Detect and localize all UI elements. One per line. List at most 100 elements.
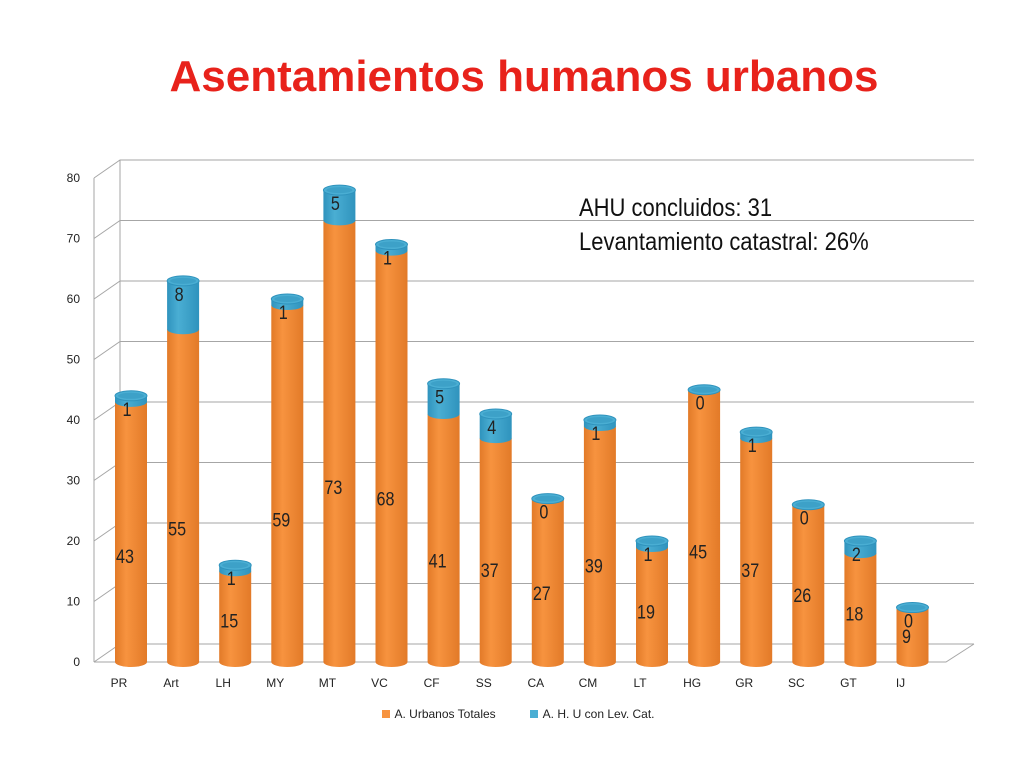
- bar-PR: [114, 390, 148, 667]
- data-label-series-1: 27: [533, 583, 551, 605]
- bar-segment-series-2: [323, 190, 356, 226]
- bar-segment-series-1: [323, 220, 356, 668]
- x-tick-label: CA: [527, 676, 544, 690]
- bar-GT: [843, 535, 877, 668]
- data-label-series-1: 59: [272, 509, 290, 531]
- y-tick-label: 40: [67, 413, 81, 427]
- y-tick-label: 30: [67, 474, 81, 488]
- gridline: [93, 341, 974, 360]
- x-tick-label: VC: [371, 676, 388, 690]
- data-label-series-2: 1: [644, 544, 653, 566]
- bar-segment-series-1: [271, 305, 304, 668]
- annotation-levantamiento-catastral: Levantamiento catastral: 26%: [579, 228, 869, 256]
- bar-IJ: [896, 602, 929, 668]
- bar-top-cap-inner: [222, 562, 249, 569]
- data-label-series-1: 26: [793, 585, 811, 607]
- bar-segment-series-1: [740, 438, 773, 668]
- bar-LT: [635, 535, 669, 667]
- bar-segment-series-1: [896, 607, 929, 668]
- bar-top-cap-inner: [430, 380, 457, 387]
- bar-top-cap-inner: [170, 277, 197, 284]
- gridline: [93, 159, 974, 179]
- bar-GR: [739, 426, 773, 668]
- bar-MT: [322, 184, 356, 668]
- bar-segment-series-1: [479, 438, 512, 668]
- bar-segment-series-1: [583, 426, 616, 668]
- bar-segment-series-1: [167, 329, 200, 668]
- gridline: [93, 401, 974, 421]
- bar-top-cap-inner: [639, 538, 665, 544]
- x-tick-label: CF: [424, 676, 440, 690]
- data-label-series-1: 37: [741, 560, 759, 582]
- data-label-series-1: 37: [481, 560, 499, 582]
- data-label-series-2: 0: [800, 507, 809, 529]
- bar-segment-series-2: [479, 413, 512, 444]
- data-label-series-2: 1: [591, 423, 600, 445]
- x-tick-label: GR: [735, 676, 753, 690]
- bar-segment-series-1: [688, 389, 721, 668]
- bar-top-cap-inner: [899, 604, 926, 611]
- legend-label-series-1: A. Urbanos Totales: [394, 707, 496, 721]
- bar-SC: [791, 499, 825, 668]
- bar-top-cap-inner: [586, 417, 613, 423]
- legend: A. Urbanos Totales A. H. U con Lev. Cat.: [0, 707, 1024, 721]
- data-label-series-1: 18: [845, 603, 863, 625]
- x-tick-label: GT: [840, 676, 857, 690]
- gridline: [93, 280, 974, 300]
- x-tick-label: MY: [266, 676, 284, 690]
- y-tick-label: 50: [67, 353, 81, 367]
- legend-label-series-2: A. H. U con Lev. Cat.: [542, 707, 655, 721]
- bar-top-cap-inner: [743, 429, 770, 436]
- bar-LH: [218, 559, 252, 668]
- annotation-ahu-concluidos: AHU concluidos: 31: [579, 194, 772, 222]
- bar-top-cap-inner: [378, 241, 405, 248]
- y-tick-label: 80: [67, 171, 81, 185]
- data-label-series-2: 0: [696, 393, 705, 415]
- bar-segment-series-1: [375, 250, 408, 668]
- bar-top-cap-inner: [534, 495, 561, 502]
- bar-segment-series-2: [427, 383, 460, 419]
- bar-segment-series-1: [219, 571, 252, 668]
- x-tick-label: PR: [111, 676, 128, 690]
- legend-item-series-1: A. Urbanos Totales: [381, 707, 496, 721]
- y-tick-label: 70: [67, 232, 81, 246]
- data-label-series-1: 19: [637, 601, 655, 623]
- bars-layer: [114, 184, 929, 668]
- bar-segment-series-1: [427, 413, 460, 668]
- y-tick-label: 10: [67, 595, 81, 609]
- bar-CM: [583, 414, 617, 668]
- legend-item-series-2: A. H. U con Lev. Cat.: [529, 707, 655, 721]
- x-tick-label: HG: [683, 676, 701, 690]
- gridline: [93, 462, 974, 481]
- data-label-series-1: 41: [429, 551, 447, 573]
- bar-VC: [375, 239, 408, 668]
- bar-segment-series-1: [636, 547, 668, 667]
- x-tick-label: SC: [788, 676, 805, 690]
- bar-segment-series-2: [167, 280, 200, 335]
- bar-Art: [166, 275, 200, 668]
- x-tick-label: Art: [163, 676, 179, 690]
- bar-SS: [479, 408, 513, 668]
- legend-swatch-series-1: [381, 710, 390, 718]
- gridline: [93, 220, 974, 239]
- data-label-series-2: 5: [331, 193, 340, 215]
- data-label-series-2: 1: [383, 247, 392, 269]
- data-label-series-2: 0: [904, 610, 913, 632]
- bar-top-cap-inner: [482, 410, 509, 417]
- data-label-series-1: 43: [116, 546, 134, 568]
- chart-title: Asentamientos humanos urbanos: [169, 52, 879, 101]
- data-label-series-1: 73: [324, 477, 342, 499]
- bar-top-cap-inner: [326, 187, 353, 194]
- data-label-series-1: 45: [689, 541, 707, 563]
- bar-segment-series-1: [115, 401, 147, 667]
- x-tick-label: SS: [476, 676, 492, 690]
- x-tick-label: CM: [579, 676, 598, 690]
- data-label-series-1: 15: [220, 610, 238, 632]
- bar-CA: [531, 493, 565, 668]
- bar-top-cap-inner: [847, 538, 874, 544]
- bar-CF: [427, 378, 461, 668]
- y-tick-label: 0: [73, 655, 80, 669]
- x-tick-label: LT: [633, 676, 647, 690]
